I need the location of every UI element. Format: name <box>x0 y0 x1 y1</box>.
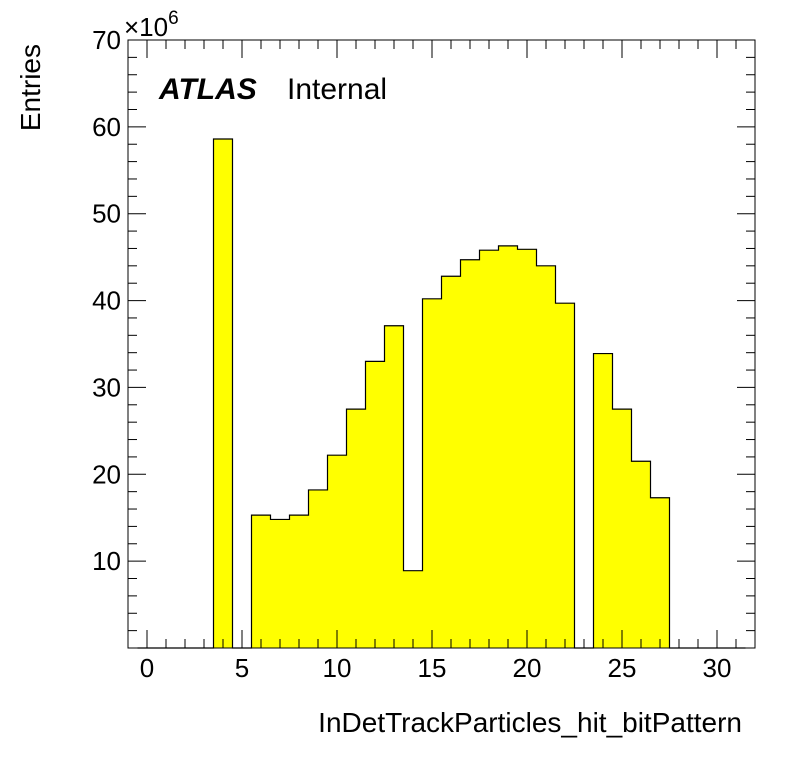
histogram-bar <box>346 409 366 648</box>
y-tick-label: 70 <box>92 25 121 55</box>
y-tick-label: 20 <box>92 459 121 489</box>
histogram-bar <box>479 250 499 649</box>
histogram-bar <box>384 325 404 648</box>
y-tick-label: 10 <box>92 546 121 576</box>
histogram-outline <box>137 138 746 649</box>
histogram-bar <box>327 455 347 648</box>
x-tick-label: 10 <box>323 653 352 683</box>
x-axis-label: InDetTrackParticles_hit_bitPattern <box>318 707 742 738</box>
histogram-bar <box>460 259 480 648</box>
histogram-bars <box>137 138 746 649</box>
histogram-bar <box>422 298 442 648</box>
y-tick-label: 40 <box>92 286 121 316</box>
histogram-bar <box>213 139 233 648</box>
x-tick-label: 30 <box>703 653 732 683</box>
x-tick-label: 20 <box>513 653 542 683</box>
y-axis-multiplier: ×106 <box>124 8 179 42</box>
histogram-bar <box>650 497 670 648</box>
y-axis-tick-labels: 10 20 30 40 50 60 70 <box>92 25 121 576</box>
atlas-label: ATLAS <box>158 73 257 106</box>
x-axis-ticks <box>127 40 756 648</box>
x-tick-label: 15 <box>418 653 447 683</box>
y-tick-label: 60 <box>92 112 121 142</box>
atlas-status-label: Internal <box>287 73 387 106</box>
y-multiplier-base: ×10 <box>124 12 168 42</box>
y-axis-ticks <box>128 39 755 632</box>
histogram-bar <box>536 265 556 648</box>
histogram-bar <box>498 245 518 648</box>
histogram-bar <box>365 361 385 648</box>
histogram-bar <box>308 489 328 648</box>
x-tick-label: 5 <box>235 653 249 683</box>
y-axis-label: Entries <box>15 44 46 131</box>
histogram-bar <box>517 249 537 648</box>
x-axis-tick-labels: 0 5 10 15 20 25 30 <box>140 653 732 683</box>
histogram-bar <box>555 303 575 648</box>
y-tick-label: 50 <box>92 199 121 229</box>
x-tick-label: 25 <box>608 653 637 683</box>
histogram-bar <box>270 519 290 648</box>
y-tick-label: 30 <box>92 372 121 402</box>
y-multiplier-exponent: 6 <box>168 8 179 29</box>
histogram-bar <box>289 515 309 648</box>
histogram-bar <box>612 409 632 648</box>
histogram-bar <box>251 515 271 648</box>
histogram-bar <box>593 353 613 648</box>
x-tick-label: 0 <box>140 653 154 683</box>
histogram-bar <box>441 276 461 648</box>
histogram-bar <box>631 461 651 648</box>
histogram-bar <box>403 570 423 648</box>
plot-frame <box>127 39 756 649</box>
